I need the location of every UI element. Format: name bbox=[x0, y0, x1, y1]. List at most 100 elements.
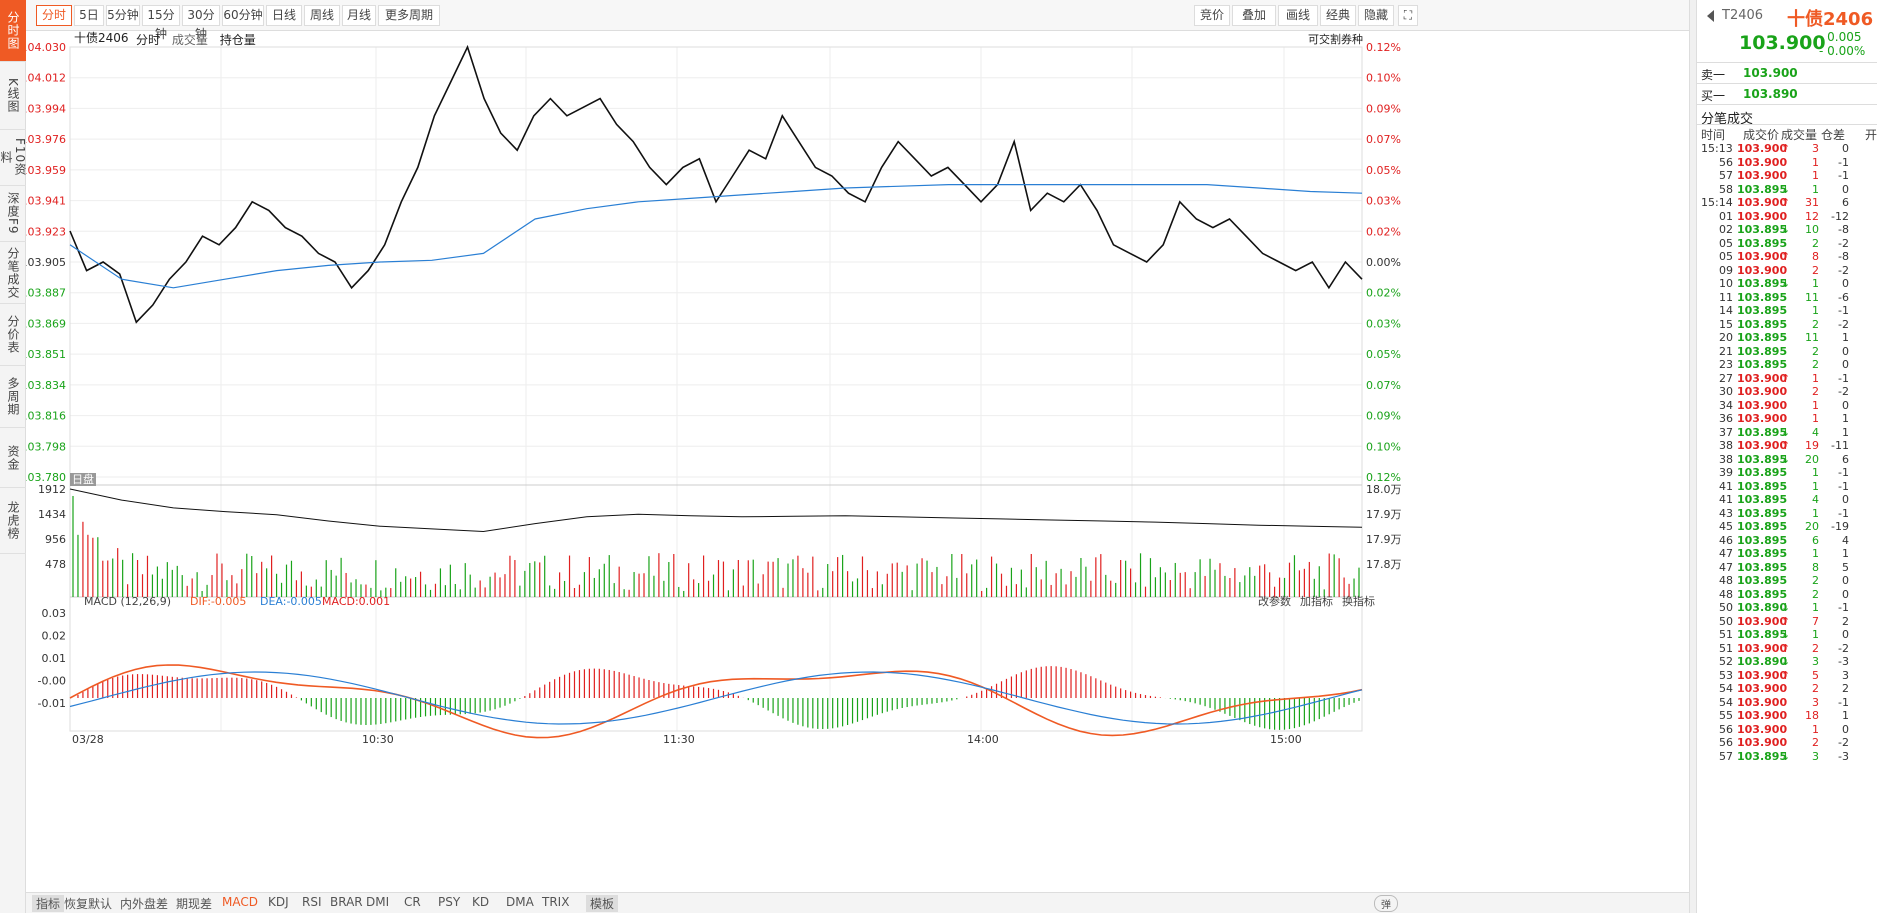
tick-row: 50 103.900 ↑ 7 2 bbox=[1697, 615, 1877, 628]
tick-oi-change: -1 bbox=[1838, 506, 1849, 520]
tick-time: 11 bbox=[1719, 290, 1733, 304]
indicator-tab-14[interactable]: 模板 bbox=[586, 895, 619, 912]
tick-price: 103.895 bbox=[1737, 466, 1788, 479]
indicator-tab-12[interactable]: DMA bbox=[506, 895, 534, 909]
tick-volume: 3 bbox=[1812, 749, 1819, 763]
back-arrow-icon[interactable] bbox=[1707, 10, 1714, 22]
oi-tick-label: 17.8万 bbox=[1366, 558, 1402, 571]
tick-oi-change: -19 bbox=[1831, 520, 1849, 533]
tick-volume: 3 bbox=[1812, 695, 1819, 709]
tick-price: 103.895 bbox=[1737, 290, 1788, 304]
tick-time: 36 bbox=[1719, 412, 1733, 425]
tick-oi-change: -2 bbox=[1838, 736, 1849, 749]
sidebar-item-1[interactable]: K线图 bbox=[0, 62, 26, 130]
sidebar-item-7[interactable]: 资金 bbox=[0, 428, 26, 488]
indicator-tab-6[interactable]: RSI bbox=[302, 895, 322, 909]
macd-link-2[interactable]: 换指标 bbox=[1342, 594, 1375, 608]
open-interest-line bbox=[69, 488, 1363, 533]
tool-button-3[interactable]: 经典 bbox=[1320, 5, 1356, 26]
price-line bbox=[69, 44, 1363, 324]
tick-volume: 6 bbox=[1812, 533, 1819, 547]
tick-oi-change: 0 bbox=[1842, 344, 1849, 358]
tick-price: 103.895 bbox=[1737, 749, 1788, 763]
tick-row: 48 103.895 2 0 bbox=[1697, 588, 1877, 601]
macd-tick-label: 0.01 bbox=[42, 652, 67, 665]
tick-oi-change: 0 bbox=[1842, 277, 1849, 290]
popup-toggle[interactable]: 弹 bbox=[1374, 895, 1398, 912]
sidebar-item-0[interactable]: 分时图 bbox=[0, 0, 26, 62]
sidebar-item-4[interactable]: 分笔成交 bbox=[0, 242, 26, 304]
tab-volume[interactable]: 成交量 bbox=[171, 33, 208, 47]
period-tab-3[interactable]: 15分钟 bbox=[142, 5, 180, 41]
indicator-tab-10[interactable]: PSY bbox=[438, 895, 461, 909]
tick-row: 47 103.895 1 1 bbox=[1697, 547, 1877, 560]
indicator-tab-4[interactable]: MACD bbox=[222, 895, 258, 909]
tick-price: 103.900 bbox=[1737, 439, 1788, 452]
period-tab-5[interactable]: 60分钟 bbox=[222, 5, 264, 26]
tool-button-4[interactable]: 隐藏 bbox=[1358, 5, 1394, 26]
tick-price: 103.900 bbox=[1737, 722, 1788, 736]
tick-volume: 4 bbox=[1812, 493, 1819, 506]
tick-price: 103.900 bbox=[1737, 371, 1788, 385]
sidebar-item-8[interactable]: 龙虎榜 bbox=[0, 488, 26, 554]
contract-name: 十债2406 bbox=[1787, 9, 1874, 30]
ask-price: 103.900 bbox=[1743, 66, 1798, 80]
tick-direction-icon: ↓ bbox=[1781, 277, 1791, 290]
tick-oi-change: 2 bbox=[1842, 614, 1849, 628]
deliverable-bonds-link[interactable]: 可交割券种 bbox=[1308, 33, 1363, 46]
price-tick-label: 103.798 bbox=[26, 440, 66, 453]
indicator-tab-8[interactable]: DMI bbox=[366, 895, 390, 909]
indicator-tab-11[interactable]: KD bbox=[472, 895, 490, 909]
macd-tick-label: 0.02 bbox=[42, 630, 67, 643]
macd-link-1[interactable]: 加指标 bbox=[1300, 594, 1333, 608]
period-tab-2[interactable]: 5分钟 bbox=[106, 5, 140, 26]
tool-button-0[interactable]: 竞价 bbox=[1194, 5, 1230, 26]
indicator-tab-13[interactable]: TRIX bbox=[542, 895, 570, 909]
period-tab-1[interactable]: 5日 bbox=[74, 5, 104, 26]
indicator-tab-3[interactable]: 期现差 bbox=[176, 897, 213, 911]
fullscreen-icon[interactable]: ⛶ bbox=[1398, 5, 1418, 26]
tick-row: 05 103.895 2 -2 bbox=[1697, 237, 1877, 250]
tick-time: 27 bbox=[1719, 371, 1733, 385]
tick-oi-change: -12 bbox=[1831, 209, 1849, 223]
tool-button-2[interactable]: 画线 bbox=[1278, 5, 1318, 26]
panel-splitter[interactable] bbox=[1689, 0, 1697, 913]
period-tab-6[interactable]: 日线 bbox=[266, 5, 302, 26]
tick-time: 38 bbox=[1719, 452, 1733, 466]
sidebar-item-5[interactable]: 分价表 bbox=[0, 304, 26, 366]
tab-fenshi[interactable]: 分时 bbox=[136, 33, 161, 47]
period-toolbar: 分时 5日 5分钟 15分钟 30分钟 60分钟 日线 周线 月线 更多周期 竞价 叠加 画线 经典 隐藏 ⛶ bbox=[26, 0, 1691, 41]
indicator-tab-7[interactable]: BRAR bbox=[330, 895, 363, 909]
tab-open-interest[interactable]: 持仓量 bbox=[219, 33, 256, 47]
macd-link-0[interactable]: 改参数 bbox=[1258, 594, 1291, 608]
indicator-tab-2[interactable]: 内外盘差 bbox=[120, 897, 169, 911]
tick-price: 103.900 bbox=[1737, 385, 1788, 398]
indicator-tab-5[interactable]: KDJ bbox=[268, 895, 289, 909]
period-tab-9[interactable]: 更多周期 bbox=[378, 5, 440, 26]
tick-time: 56 bbox=[1719, 722, 1733, 736]
tick-volume: 1 bbox=[1812, 722, 1819, 736]
pct-tick-label: 0.10% bbox=[1366, 440, 1401, 453]
macd-tick-label: -0.00 bbox=[38, 675, 66, 688]
tick-row: 27 103.900 ↑ 1 -1 bbox=[1697, 372, 1877, 385]
period-tab-8[interactable]: 月线 bbox=[342, 5, 376, 26]
oi-tick-label: 18.0万 bbox=[1366, 483, 1402, 496]
indicator-tab-1[interactable]: 恢复默认 bbox=[64, 897, 113, 911]
tick-direction-icon: ↑ bbox=[1781, 641, 1791, 655]
indicator-tab-0[interactable]: 指标 bbox=[32, 895, 65, 912]
period-tab-7[interactable]: 周线 bbox=[304, 5, 340, 26]
indicator-tab-9[interactable]: CR bbox=[404, 895, 421, 909]
period-tab-0[interactable]: 分时 bbox=[36, 5, 72, 26]
sidebar-item-3[interactable]: 深度F9 bbox=[0, 186, 26, 242]
pct-tick-label: 0.05% bbox=[1366, 348, 1401, 361]
sidebar-item-6[interactable]: 多周期 bbox=[0, 366, 26, 428]
tick-price: 103.895 bbox=[1737, 344, 1788, 358]
tool-button-1[interactable]: 叠加 bbox=[1232, 5, 1276, 26]
tick-price: 103.895 bbox=[1737, 479, 1788, 493]
tick-volume: 1 bbox=[1812, 412, 1819, 425]
sidebar-item-2[interactable]: F10资料 bbox=[0, 130, 27, 186]
pct-tick-label: 0.02% bbox=[1366, 287, 1401, 300]
tick-row: 54 103.900 3 -1 bbox=[1697, 696, 1877, 709]
tick-oi-change: -2 bbox=[1838, 317, 1849, 331]
period-tab-4[interactable]: 30分钟 bbox=[182, 5, 220, 41]
